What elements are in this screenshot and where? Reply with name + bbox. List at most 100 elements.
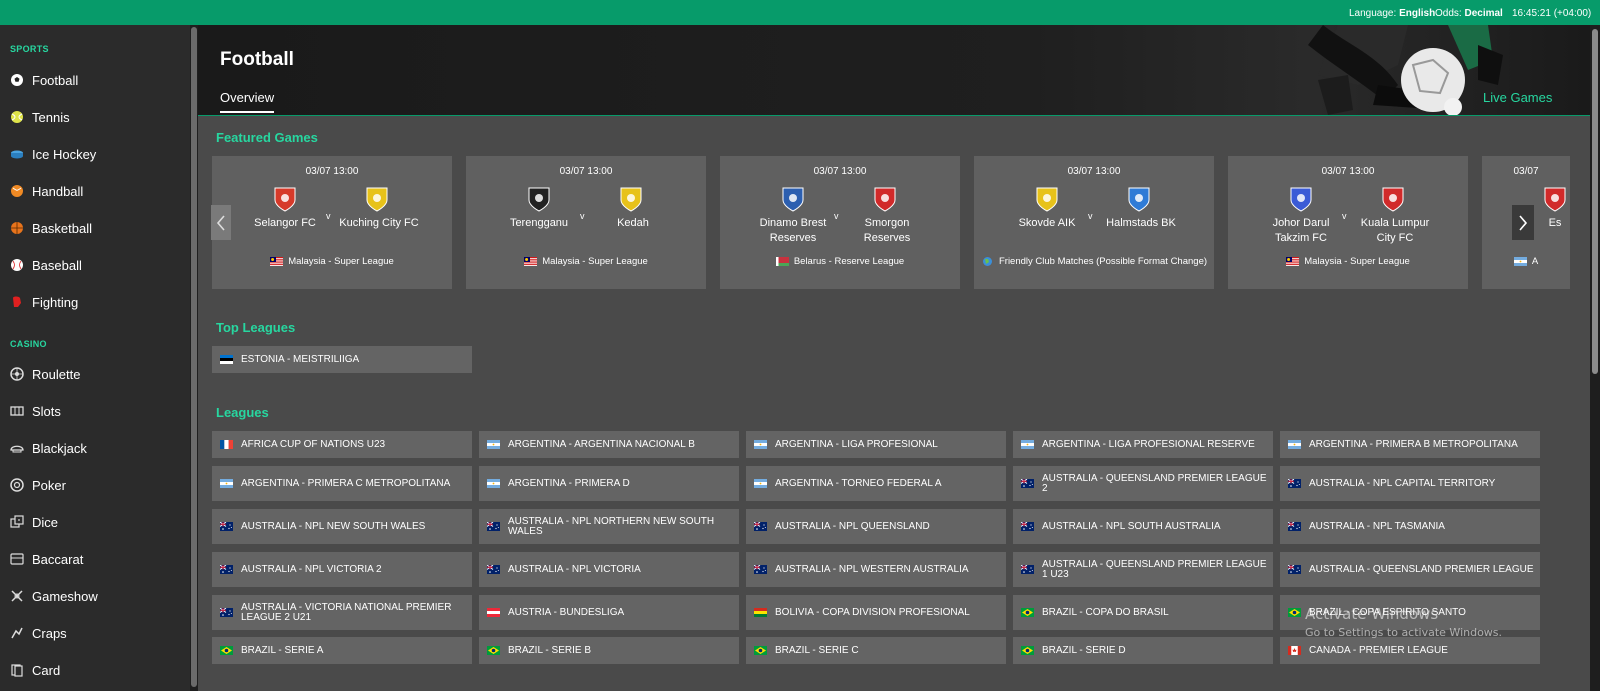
main-scrollbar-thumb[interactable]: [1592, 29, 1598, 374]
sidebar-item-fighting[interactable]: Fighting: [10, 287, 180, 317]
home-crest-icon: [1290, 187, 1312, 212]
roulette-icon: [10, 367, 24, 381]
versus-label: v: [834, 211, 839, 221]
sidebar-item-football[interactable]: Football: [10, 65, 180, 95]
league-item[interactable]: ARGENTINA - PRIMERA C METROPOLITANA: [212, 466, 472, 501]
league-item[interactable]: ARGENTINA - LIGA PROFESIONAL: [746, 431, 1006, 458]
carousel-prev-button[interactable]: [211, 205, 231, 240]
away-team-name: Kuching City FC: [339, 217, 419, 229]
sidebar-item-blackjack[interactable]: Blackjack: [10, 433, 180, 463]
league-item[interactable]: AUSTRALIA - NPL QUEENSLAND: [746, 509, 1006, 544]
league-label: BRAZIL - SERIE C: [775, 644, 859, 656]
sidebar-item-craps[interactable]: Craps: [10, 618, 180, 648]
home-team-crest: [1035, 186, 1059, 212]
main-scrollbar[interactable]: [1590, 25, 1600, 691]
featured-game-card[interactable]: 03/07 13:00 Selangor FC v Kuching City F…: [212, 156, 452, 289]
league-item[interactable]: AUSTRALIA - NPL VICTORIA 2: [212, 552, 472, 587]
away-team-name: Smorgon Reserves: [863, 217, 911, 244]
top-league-item[interactable]: ESTONIA - MEISTRILIIGA: [212, 346, 472, 373]
australia-flag-icon: [754, 565, 767, 574]
live-games-link[interactable]: Live Games: [1483, 90, 1553, 105]
featured-game-card[interactable]: 03/07 13:00 Dinamo Brest Reserves v Smor…: [720, 156, 960, 289]
league-item[interactable]: AFRICA CUP OF NATIONS U23: [212, 431, 472, 458]
league-item[interactable]: CANADA - PREMIER LEAGUE: [1280, 637, 1540, 664]
australia-flag-icon: [1021, 479, 1034, 488]
league-label: AUSTRALIA - NPL SOUTH AUSTRALIA: [1042, 520, 1221, 532]
sidebar-scrollbar-thumb[interactable]: [191, 27, 197, 687]
chevron-right-icon: [1519, 214, 1528, 231]
game-date: 03/07: [1513, 166, 1539, 177]
league-label: AUSTRALIA - QUEENSLAND PREMIER LEAGUE: [1309, 563, 1534, 575]
tab-overview[interactable]: Overview: [220, 90, 275, 113]
league-item[interactable]: BRAZIL - SERIE C: [746, 637, 1006, 664]
home-team-name: Selangor FC: [254, 217, 316, 229]
blackjack-icon: [10, 445, 24, 453]
league-item[interactable]: BRAZIL - SERIE D: [1013, 637, 1273, 664]
league-item[interactable]: AUSTRALIA - NPL CAPITAL TERRITORY: [1280, 466, 1540, 501]
away-crest-icon: [1128, 187, 1150, 212]
league-label: ARGENTINA - LIGA PROFESIONAL: [775, 438, 938, 450]
league-item[interactable]: AUSTRALIA - NPL TASMANIA: [1280, 509, 1540, 544]
league-item[interactable]: AUSTRALIA - QUEENSLAND PREMIER LEAGUE 2: [1013, 466, 1273, 501]
language-selector[interactable]: Language: English: [1349, 8, 1435, 19]
league-item[interactable]: AUSTRALIA - VICTORIA NATIONAL PREMIER LE…: [212, 595, 472, 630]
sidebar-item-slots[interactable]: Slots: [10, 396, 180, 426]
argentina-flag-icon: [1288, 440, 1301, 449]
league-item[interactable]: AUSTRALIA - QUEENSLAND PREMIER LEAGUE: [1280, 552, 1540, 587]
france-flag-icon: [220, 440, 233, 449]
league-label: AUSTRALIA - NPL VICTORIA: [508, 563, 641, 575]
odds-selector[interactable]: Odds: Decimal: [1435, 8, 1503, 19]
league-label: AUSTRALIA - NPL VICTORIA 2: [241, 563, 382, 575]
league-label: AUSTRALIA - QUEENSLAND PREMIER LEAGUE 2: [1042, 472, 1267, 494]
league-item[interactable]: BRAZIL - SERIE B: [479, 637, 739, 664]
league-label: BRAZIL - SERIE A: [241, 644, 324, 656]
sidebar-item-roulette[interactable]: Roulette: [10, 359, 180, 389]
sidebar-item-gameshow[interactable]: Gameshow: [10, 581, 180, 611]
sidebar-item-tennis[interactable]: Tennis: [10, 102, 180, 132]
league-label: AUSTRIA - BUNDESLIGA: [508, 606, 625, 618]
league-label: BRAZIL - COPA DO BRASIL: [1042, 606, 1169, 618]
sidebar-item-handball[interactable]: Handball: [10, 176, 180, 206]
slots-icon: [10, 406, 24, 416]
featured-game-card[interactable]: 03/07 13:00 Terengganu v Kedah Malaysia …: [466, 156, 706, 289]
argentina-flag-icon: [754, 479, 767, 488]
league-item[interactable]: ARGENTINA - PRIMERA D: [479, 466, 739, 501]
odds-value: Decimal: [1464, 8, 1503, 19]
league-item[interactable]: AUSTRALIA - NPL SOUTH AUSTRALIA: [1013, 509, 1273, 544]
league-item[interactable]: ARGENTINA - PRIMERA B METROPOLITANA: [1280, 431, 1540, 458]
sidebar-item-dice[interactable]: Dice: [10, 507, 180, 537]
league-item[interactable]: AUSTRALIA - NPL WESTERN AUSTRALIA: [746, 552, 1006, 587]
league-item[interactable]: AUSTRALIA - QUEENSLAND PREMIER LEAGUE 1 …: [1013, 552, 1273, 587]
league-label: ARGENTINA - TORNEO FEDERAL A: [775, 477, 942, 489]
sidebar-item-baccarat[interactable]: Baccarat: [10, 544, 180, 574]
league-item[interactable]: ARGENTINA - LIGA PROFESIONAL RESERVE: [1013, 431, 1273, 458]
australia-flag-icon: [220, 522, 233, 531]
game-league-name: Malaysia - Super League: [288, 256, 394, 267]
featured-game-card[interactable]: 03/07 13:00 Skovde AIK v Halmstads BK Fr…: [974, 156, 1214, 289]
away-team-crest: [1127, 186, 1151, 212]
league-label: AUSTRALIA - VICTORIA NATIONAL PREMIER LE…: [241, 601, 452, 623]
sidebar-item-basketball[interactable]: Basketball: [10, 213, 180, 243]
carousel-next-button[interactable]: [1512, 205, 1534, 240]
brazil-flag-icon: [1021, 646, 1034, 655]
league-item[interactable]: BRAZIL - COPA DO BRASIL: [1013, 595, 1273, 630]
league-item[interactable]: AUSTRALIA - NPL NEW SOUTH WALES: [212, 509, 472, 544]
home-team-name: Johor Darul Takzim FC: [1272, 217, 1330, 244]
sidebar-item-card[interactable]: Card: [10, 655, 180, 685]
league-item[interactable]: BRAZIL - COPA ESPIRITO SANTO: [1280, 595, 1540, 630]
league-item[interactable]: ARGENTINA - ARGENTINA NACIONAL B: [479, 431, 739, 458]
league-item[interactable]: BOLIVIA - COPA DIVISION PROFESIONAL: [746, 595, 1006, 630]
sidebar-scrollbar[interactable]: [190, 25, 198, 691]
league-item[interactable]: ARGENTINA - TORNEO FEDERAL A: [746, 466, 1006, 501]
league-label: AUSTRALIA - NPL WESTERN AUSTRALIA: [775, 563, 969, 575]
league-label: CANADA - PREMIER LEAGUE: [1309, 644, 1448, 656]
league-item[interactable]: AUSTRALIA - NPL VICTORIA: [479, 552, 739, 587]
sidebar-item-ice-hockey[interactable]: Ice Hockey: [10, 139, 180, 169]
sidebar-item-poker[interactable]: Poker: [10, 470, 180, 500]
featured-game-card[interactable]: 03/07 13:00 Johor Darul Takzim FC v Kual…: [1228, 156, 1468, 289]
league-item[interactable]: AUSTRIA - BUNDESLIGA: [479, 595, 739, 630]
page-title: Football: [220, 49, 294, 70]
league-item[interactable]: BRAZIL - SERIE A: [212, 637, 472, 664]
league-item[interactable]: AUSTRALIA - NPL NORTHERN NEW SOUTH WALES: [479, 509, 739, 544]
sidebar-item-baseball[interactable]: Baseball: [10, 250, 180, 280]
